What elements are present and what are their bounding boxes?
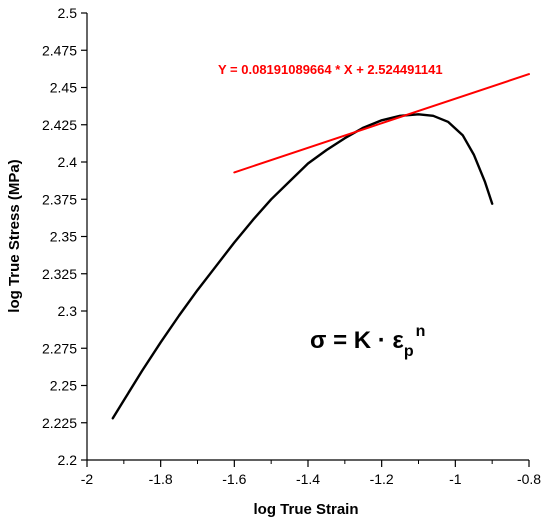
linear-fit-line	[233, 73, 530, 174]
x-axis-title: log True Strain	[253, 501, 358, 518]
stress-strain-curve	[111, 113, 494, 420]
y-tick-label: 2.35	[50, 229, 77, 245]
y-tick-label: 2.45	[50, 80, 77, 96]
y-tick-label: 2.2	[58, 452, 78, 468]
fit-equation-label: Y = 0.08191089664 * X + 2.524491141	[218, 62, 443, 77]
x-tick-label: -1.2	[370, 471, 394, 487]
series-layer	[111, 73, 530, 420]
y-tick-label: 2.5	[58, 5, 78, 21]
axes-layer	[86, 13, 529, 461]
x-tick-label: -2	[81, 471, 94, 487]
x-tick-label: -1.8	[149, 471, 173, 487]
ticks-layer: -2 -1.8 -1.6 -1.4 -1.2 -1 -0.8 2.2 2.225 2.25 2.27…	[42, 5, 541, 487]
y-tick-label: 2.375	[42, 191, 77, 207]
y-axis-title: log True Stress (MPa)	[6, 159, 23, 312]
y-tick-label: 2.4	[58, 154, 78, 170]
y-tick-label: 2.225	[42, 415, 77, 431]
x-tick-label: -1.4	[296, 471, 320, 487]
formula-main: σ = K · ε	[310, 327, 404, 354]
y-tick-label: 2.3	[58, 303, 78, 319]
y-tick-label: 2.275	[42, 340, 77, 356]
x-tick-label: -1.6	[222, 471, 246, 487]
formula-superscript: n	[416, 323, 426, 340]
x-tick-label: -0.8	[517, 471, 541, 487]
x-tick-label: -1	[449, 471, 462, 487]
y-tick-label: 2.425	[42, 117, 77, 133]
power-law-formula: σ = K · εpn	[310, 323, 425, 360]
y-tick-label: 2.325	[42, 266, 77, 282]
y-tick-label: 2.475	[42, 42, 77, 58]
formula-subscript: p	[404, 343, 414, 360]
y-tick-label: 2.25	[50, 378, 77, 394]
